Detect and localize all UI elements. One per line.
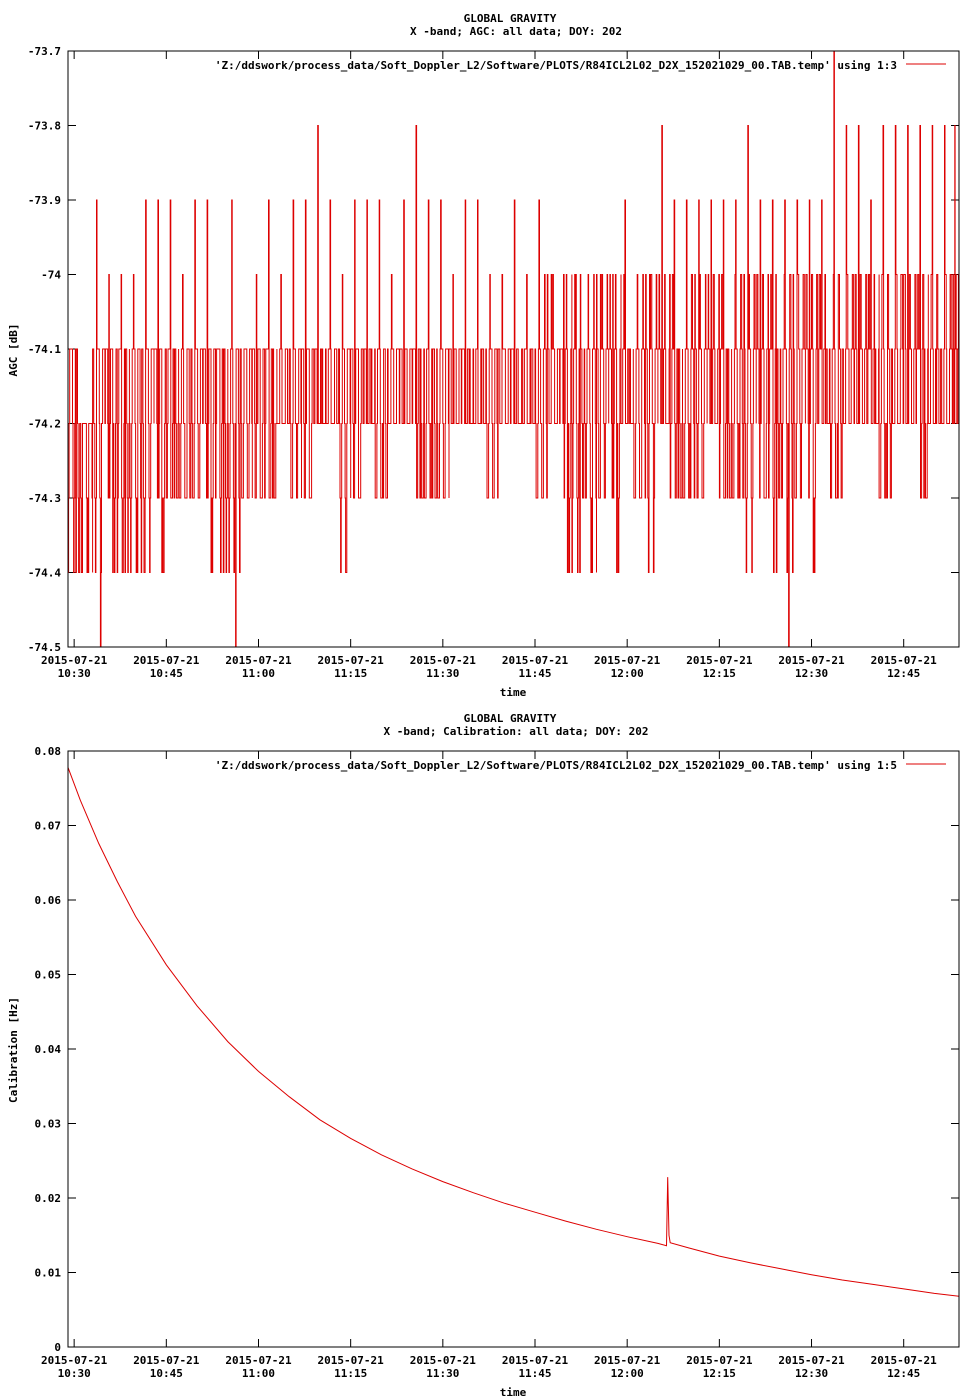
agc-x-tick-date: 2015-07-21 bbox=[594, 654, 661, 667]
agc-y-tick-label: -74 bbox=[41, 269, 61, 282]
calibration-x-tick-time: 11:30 bbox=[426, 1367, 459, 1380]
calibration-y-tick-label: 0.08 bbox=[35, 745, 62, 758]
calibration-plot-frame bbox=[67, 750, 960, 1348]
calibration-legend-label: 'Z:/ddswork/process_data/Soft_Doppler_L2… bbox=[215, 759, 897, 772]
calibration-chart-subtitle: X -band; Calibration: all data; DOY: 202 bbox=[384, 725, 649, 738]
agc-chart-title: GLOBAL GRAVITY bbox=[464, 12, 557, 25]
calibration-x-tick-date: 2015-07-21 bbox=[318, 1354, 385, 1367]
agc-chart: GLOBAL GRAVITY X -band; AGC: all data; D… bbox=[7, 12, 960, 699]
agc-x-tick-date: 2015-07-21 bbox=[686, 654, 753, 667]
calibration-series-line bbox=[67, 767, 960, 1297]
agc-plot-area: -73.7 -73.8 -73.9 -74 -74.1 -74.2 -74.3 -74.4 -7… bbox=[28, 45, 960, 680]
calibration-x-tick-time: 11:15 bbox=[334, 1367, 367, 1380]
calibration-x-tick-date: 2015-07-21 bbox=[594, 1354, 661, 1367]
calibration-x-tick-time: 12:30 bbox=[795, 1367, 828, 1380]
agc-plot-frame bbox=[67, 50, 960, 648]
agc-x-tick-date: 2015-07-21 bbox=[871, 654, 938, 667]
agc-x-tick-time: 12:15 bbox=[703, 667, 736, 680]
agc-y-axis-label: AGC [dB] bbox=[7, 324, 20, 377]
calibration-x-tick-date: 2015-07-21 bbox=[871, 1354, 938, 1367]
agc-series-line bbox=[67, 50, 960, 648]
calibration-y-tick-label: 0.07 bbox=[35, 820, 62, 833]
calibration-y-tick-label: 0.06 bbox=[35, 894, 62, 907]
agc-x-tick-time: 11:00 bbox=[242, 667, 275, 680]
calibration-x-tick-date: 2015-07-21 bbox=[686, 1354, 753, 1367]
calibration-x-tick-date: 2015-07-21 bbox=[410, 1354, 477, 1367]
calibration-x-tick-time: 10:30 bbox=[58, 1367, 91, 1380]
calibration-x-tick-date: 2015-07-21 bbox=[225, 1354, 292, 1367]
agc-x-axis-label: time bbox=[500, 686, 527, 699]
agc-chart-subtitle: X -band; AGC: all data; DOY: 202 bbox=[410, 25, 622, 38]
agc-y-tick-label: -73.9 bbox=[28, 194, 61, 207]
calibration-x-tick-time: 10:45 bbox=[150, 1367, 183, 1380]
agc-y-tick-label: -73.7 bbox=[28, 45, 61, 58]
agc-y-tick-label: -74.4 bbox=[28, 567, 61, 580]
agc-y-tick-label: -73.8 bbox=[28, 120, 61, 133]
agc-y-tick-label: -74.2 bbox=[28, 418, 61, 431]
agc-x-tick-date: 2015-07-21 bbox=[41, 654, 108, 667]
calibration-chart-title: GLOBAL GRAVITY bbox=[464, 712, 557, 725]
agc-x-tick-date: 2015-07-21 bbox=[778, 654, 845, 667]
agc-x-tick-time: 11:45 bbox=[518, 667, 551, 680]
calibration-y-tick-label: 0.04 bbox=[35, 1043, 62, 1056]
agc-y-tick-label: -74.3 bbox=[28, 492, 61, 505]
calibration-x-tick-date: 2015-07-21 bbox=[41, 1354, 108, 1367]
calibration-y-tick-label: 0 bbox=[54, 1341, 61, 1354]
agc-legend-label: 'Z:/ddswork/process_data/Soft_Doppler_L2… bbox=[215, 59, 897, 72]
agc-x-tick-time: 12:30 bbox=[795, 667, 828, 680]
calibration-y-tick-label: 0.01 bbox=[35, 1267, 62, 1280]
agc-y-tick-label: -74.1 bbox=[28, 343, 61, 356]
agc-y-tick-label: -74.5 bbox=[28, 641, 61, 654]
agc-x-tick-date: 2015-07-21 bbox=[410, 654, 477, 667]
calibration-x-tick-time: 11:45 bbox=[518, 1367, 551, 1380]
agc-x-tick-time: 12:45 bbox=[887, 667, 920, 680]
agc-x-tick-date: 2015-07-21 bbox=[225, 654, 292, 667]
agc-x-tick-time: 11:30 bbox=[426, 667, 459, 680]
calibration-x-tick-time: 11:00 bbox=[242, 1367, 275, 1380]
calibration-y-axis-label: Calibration [Hz] bbox=[7, 997, 20, 1103]
calibration-x-axis-label: time bbox=[500, 1386, 527, 1399]
calibration-x-tick-date: 2015-07-21 bbox=[502, 1354, 569, 1367]
agc-x-tick-time: 10:30 bbox=[58, 667, 91, 680]
calibration-x-tick-date: 2015-07-21 bbox=[778, 1354, 845, 1367]
calibration-plot-area: 0 0.01 0.02 0.03 0.04 0.05 0.06 0.07 0.08 2015-07… bbox=[35, 745, 960, 1380]
agc-x-tick-date: 2015-07-21 bbox=[502, 654, 569, 667]
calibration-y-tick-label: 0.03 bbox=[35, 1118, 62, 1131]
calibration-y-tick-label: 0.02 bbox=[35, 1192, 62, 1205]
calibration-y-tick-label: 0.05 bbox=[35, 969, 62, 982]
agc-x-tick-date: 2015-07-21 bbox=[133, 654, 200, 667]
agc-x-tick-time: 10:45 bbox=[150, 667, 183, 680]
calibration-x-tick-date: 2015-07-21 bbox=[133, 1354, 200, 1367]
agc-x-tick-time: 12:00 bbox=[611, 667, 644, 680]
agc-x-tick-date: 2015-07-21 bbox=[318, 654, 385, 667]
calibration-x-tick-time: 12:45 bbox=[887, 1367, 920, 1380]
agc-x-tick-time: 11:15 bbox=[334, 667, 367, 680]
calibration-chart: GLOBAL GRAVITY X -band; Calibration: all… bbox=[7, 712, 960, 1399]
calibration-x-tick-time: 12:00 bbox=[611, 1367, 644, 1380]
calibration-x-tick-time: 12:15 bbox=[703, 1367, 736, 1380]
